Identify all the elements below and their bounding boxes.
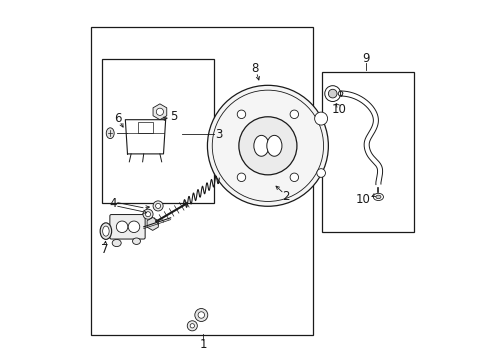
Ellipse shape — [266, 135, 282, 156]
Circle shape — [314, 112, 327, 125]
Text: 2: 2 — [282, 190, 289, 203]
Text: 3: 3 — [215, 129, 223, 141]
Ellipse shape — [373, 193, 383, 201]
Ellipse shape — [102, 226, 109, 236]
Circle shape — [116, 221, 127, 233]
Bar — [138, 122, 152, 133]
Bar — [321, 72, 413, 232]
Bar — [91, 27, 312, 335]
Circle shape — [324, 86, 340, 102]
Ellipse shape — [112, 239, 121, 247]
Circle shape — [237, 110, 245, 118]
Circle shape — [207, 85, 328, 206]
Circle shape — [156, 108, 163, 115]
Circle shape — [237, 173, 245, 181]
Text: 4: 4 — [109, 197, 117, 210]
Text: 9: 9 — [361, 52, 369, 65]
Circle shape — [289, 110, 298, 118]
FancyBboxPatch shape — [110, 215, 145, 239]
Circle shape — [155, 203, 160, 208]
Circle shape — [187, 321, 197, 331]
Circle shape — [145, 212, 150, 217]
Ellipse shape — [375, 195, 380, 199]
Text: 1: 1 — [199, 338, 206, 351]
Circle shape — [153, 201, 163, 211]
Text: 6: 6 — [114, 112, 122, 125]
Ellipse shape — [100, 223, 111, 239]
Circle shape — [198, 312, 204, 318]
Ellipse shape — [106, 128, 114, 139]
Text: 8: 8 — [250, 62, 258, 75]
Circle shape — [316, 169, 325, 177]
Circle shape — [194, 309, 207, 321]
Text: 7: 7 — [101, 243, 109, 256]
Ellipse shape — [132, 238, 140, 244]
Text: 10: 10 — [355, 193, 370, 206]
Circle shape — [128, 221, 140, 233]
Text: 5: 5 — [170, 110, 178, 123]
Circle shape — [190, 324, 194, 328]
Circle shape — [328, 89, 336, 98]
Ellipse shape — [253, 135, 268, 156]
Circle shape — [142, 209, 153, 219]
Text: 10: 10 — [331, 103, 346, 116]
Bar — [102, 59, 213, 203]
Circle shape — [238, 117, 296, 175]
Circle shape — [289, 173, 298, 181]
